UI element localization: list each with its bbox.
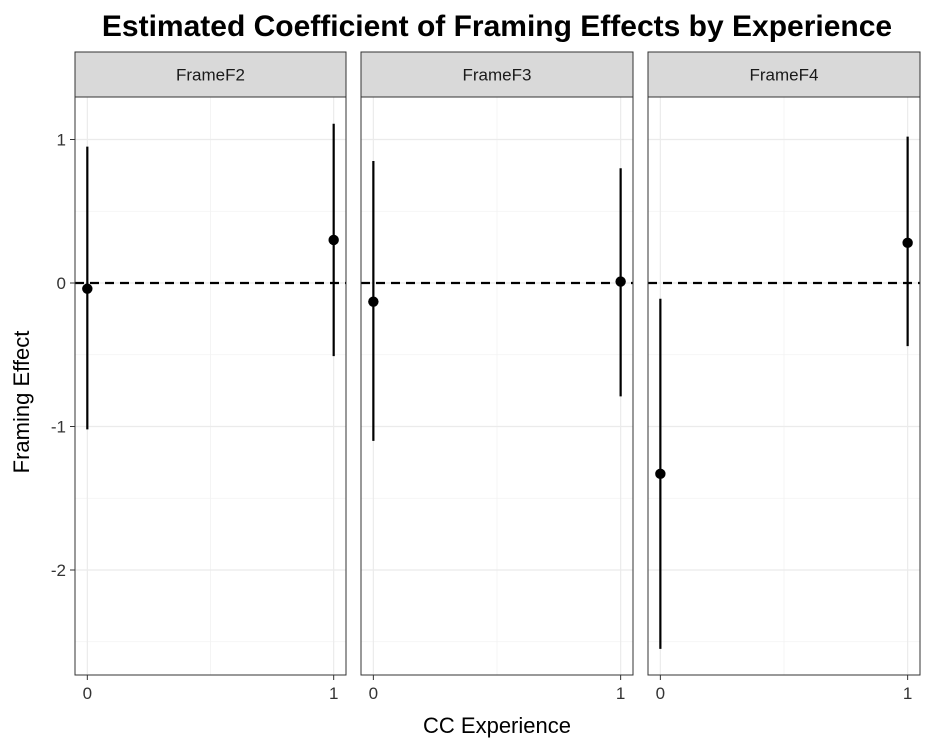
x-tick-label: 0 <box>369 684 378 703</box>
estimate-point <box>902 237 913 249</box>
facet-panel-framef3: FrameF3 0 1 <box>360 51 634 703</box>
x-axis-title: CC Experience <box>423 713 571 738</box>
x-tick-label: 0 <box>656 684 665 703</box>
facet-panel-framef4: FrameF4 0 1 <box>647 51 921 703</box>
facet-panel-framef2: FrameF2 0 1 <box>74 51 347 703</box>
y-axis-title: Framing Effect <box>9 331 34 474</box>
estimate-point <box>82 283 93 294</box>
x-tick-label: 1 <box>616 684 625 703</box>
y-tick-label: -1 <box>51 418 66 437</box>
facets-layer: FrameF2 0 1 FrameF3 0 1 FrameF4 0 1 <box>74 51 921 703</box>
estimate-point <box>615 276 626 287</box>
y-axis: 1 0 -1 -2 <box>51 131 75 580</box>
facet-label: FrameF4 <box>750 66 819 85</box>
facet-strip <box>647 51 921 98</box>
facet-strip <box>74 51 347 98</box>
y-tick-label: 0 <box>57 274 66 293</box>
panel-border <box>74 96 347 676</box>
panel-border <box>360 96 634 676</box>
estimate-point <box>655 468 666 480</box>
estimate-point <box>368 296 379 307</box>
y-tick-label: -2 <box>51 561 66 580</box>
y-tick-label: 1 <box>57 131 66 150</box>
facet-label: FrameF2 <box>176 66 245 85</box>
panel-border <box>647 96 921 676</box>
chart-title: Estimated Coefficient of Framing Effects… <box>102 10 892 43</box>
facet-label: FrameF3 <box>463 66 532 85</box>
x-tick-label: 1 <box>903 684 912 703</box>
estimate-point <box>328 234 339 246</box>
x-tick-label: 0 <box>83 684 92 703</box>
x-tick-label: 1 <box>329 684 338 703</box>
